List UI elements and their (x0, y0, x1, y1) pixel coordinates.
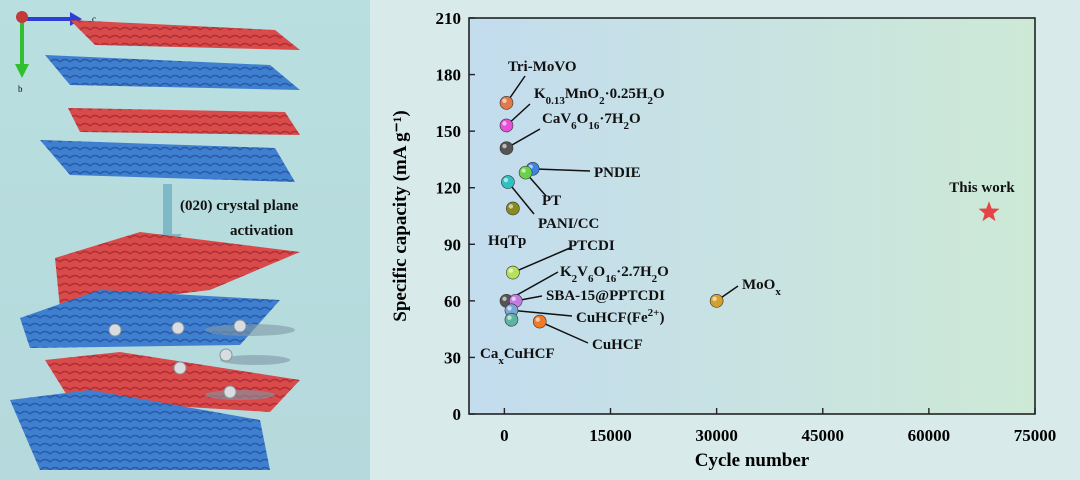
leader-line (507, 181, 535, 215)
y-tick-label: 150 (436, 122, 462, 141)
y-tick-label: 210 (436, 9, 462, 28)
point-label: PT (542, 193, 561, 209)
y-axis-title: Specific capacity (mA g⁻¹) (390, 110, 411, 322)
data-point (499, 118, 514, 133)
ion-sphere (173, 361, 187, 375)
point-label: CuHCF (592, 337, 643, 353)
data-point (709, 294, 724, 308)
point-label: K0.13MnO2·0.25H2O (534, 86, 665, 107)
axis-label-b: b (18, 84, 23, 94)
x-tick-label: 60000 (908, 426, 951, 445)
y-tick-label: 180 (436, 66, 462, 85)
data-point (518, 165, 533, 180)
origin-atom (16, 11, 28, 23)
point-label: K2V6O16·2.7H2O (560, 264, 669, 285)
data-point (499, 96, 514, 110)
data-point (499, 141, 514, 155)
crystal-axes: c b (15, 11, 96, 94)
caption-line-1: (020) crystal plane (180, 198, 299, 214)
x-tick-label: 15000 (589, 426, 632, 445)
point-label: PANI/CC (538, 216, 599, 232)
data-point (532, 314, 547, 329)
y-tick-label: 90 (444, 235, 461, 254)
data-point (506, 265, 520, 280)
lower-layer-stack (10, 232, 300, 470)
y-tick-label: 0 (453, 405, 462, 424)
point-label: HqTp (488, 233, 526, 249)
ion-channel (205, 324, 295, 336)
data-point (506, 201, 520, 216)
ion-sphere (171, 321, 185, 335)
point-label: CuHCF(Fe2+) (576, 307, 664, 326)
data-point (504, 312, 519, 327)
caption-line-2: activation (230, 223, 294, 239)
ion-sphere (233, 319, 247, 333)
data-point (504, 303, 519, 318)
x-axis-title: Cycle number (695, 450, 810, 471)
y-tick-label: 30 (444, 348, 461, 367)
point-label: PTCDI (568, 238, 615, 254)
blue-layer (10, 390, 270, 470)
leader-line (511, 309, 573, 317)
y-tick-label: 120 (436, 179, 462, 198)
x-tick-label: 30000 (695, 426, 738, 445)
point-label: SBA-15@PPTCDI (546, 288, 665, 304)
x-tick-label: 45000 (802, 426, 845, 445)
x-tick-label: 0 (500, 426, 509, 445)
point-label: Tri-MoVO (508, 59, 577, 75)
ion-sphere (219, 348, 233, 362)
ion-sphere (223, 385, 237, 399)
data-point-star (978, 201, 1000, 222)
red-layer (68, 108, 300, 135)
blue-layer (40, 140, 295, 182)
upper-layer-stack (40, 20, 300, 182)
point-label: This work (949, 180, 1015, 196)
capacity-vs-cycle-chart: 0 15000 30000 45000 60000 75000 0 30 60 90 120 150 1… (370, 0, 1080, 480)
data-point (501, 175, 515, 189)
blue-layer (45, 55, 300, 90)
red-layer (70, 20, 300, 50)
point-label: MoOx (742, 277, 781, 298)
point-label: CaxCuHCF (480, 346, 555, 367)
leader-line (512, 247, 571, 274)
x-tick-label: 75000 (1014, 426, 1057, 445)
ion-channel (205, 390, 275, 400)
ion-channel (220, 355, 290, 365)
ion-sphere (108, 323, 122, 337)
plot-area (468, 17, 1036, 415)
red-layer (55, 232, 300, 308)
point-label: PNDIE (594, 165, 641, 181)
leader-line (539, 320, 589, 344)
leader-line (532, 168, 591, 172)
point-label: CaV6O16·7H2O (542, 111, 641, 132)
y-tick-label: 60 (444, 292, 461, 311)
axis-label-c: c (92, 14, 96, 24)
layered-structure-illustration: c b (020) crystal plane activation (0, 0, 370, 480)
